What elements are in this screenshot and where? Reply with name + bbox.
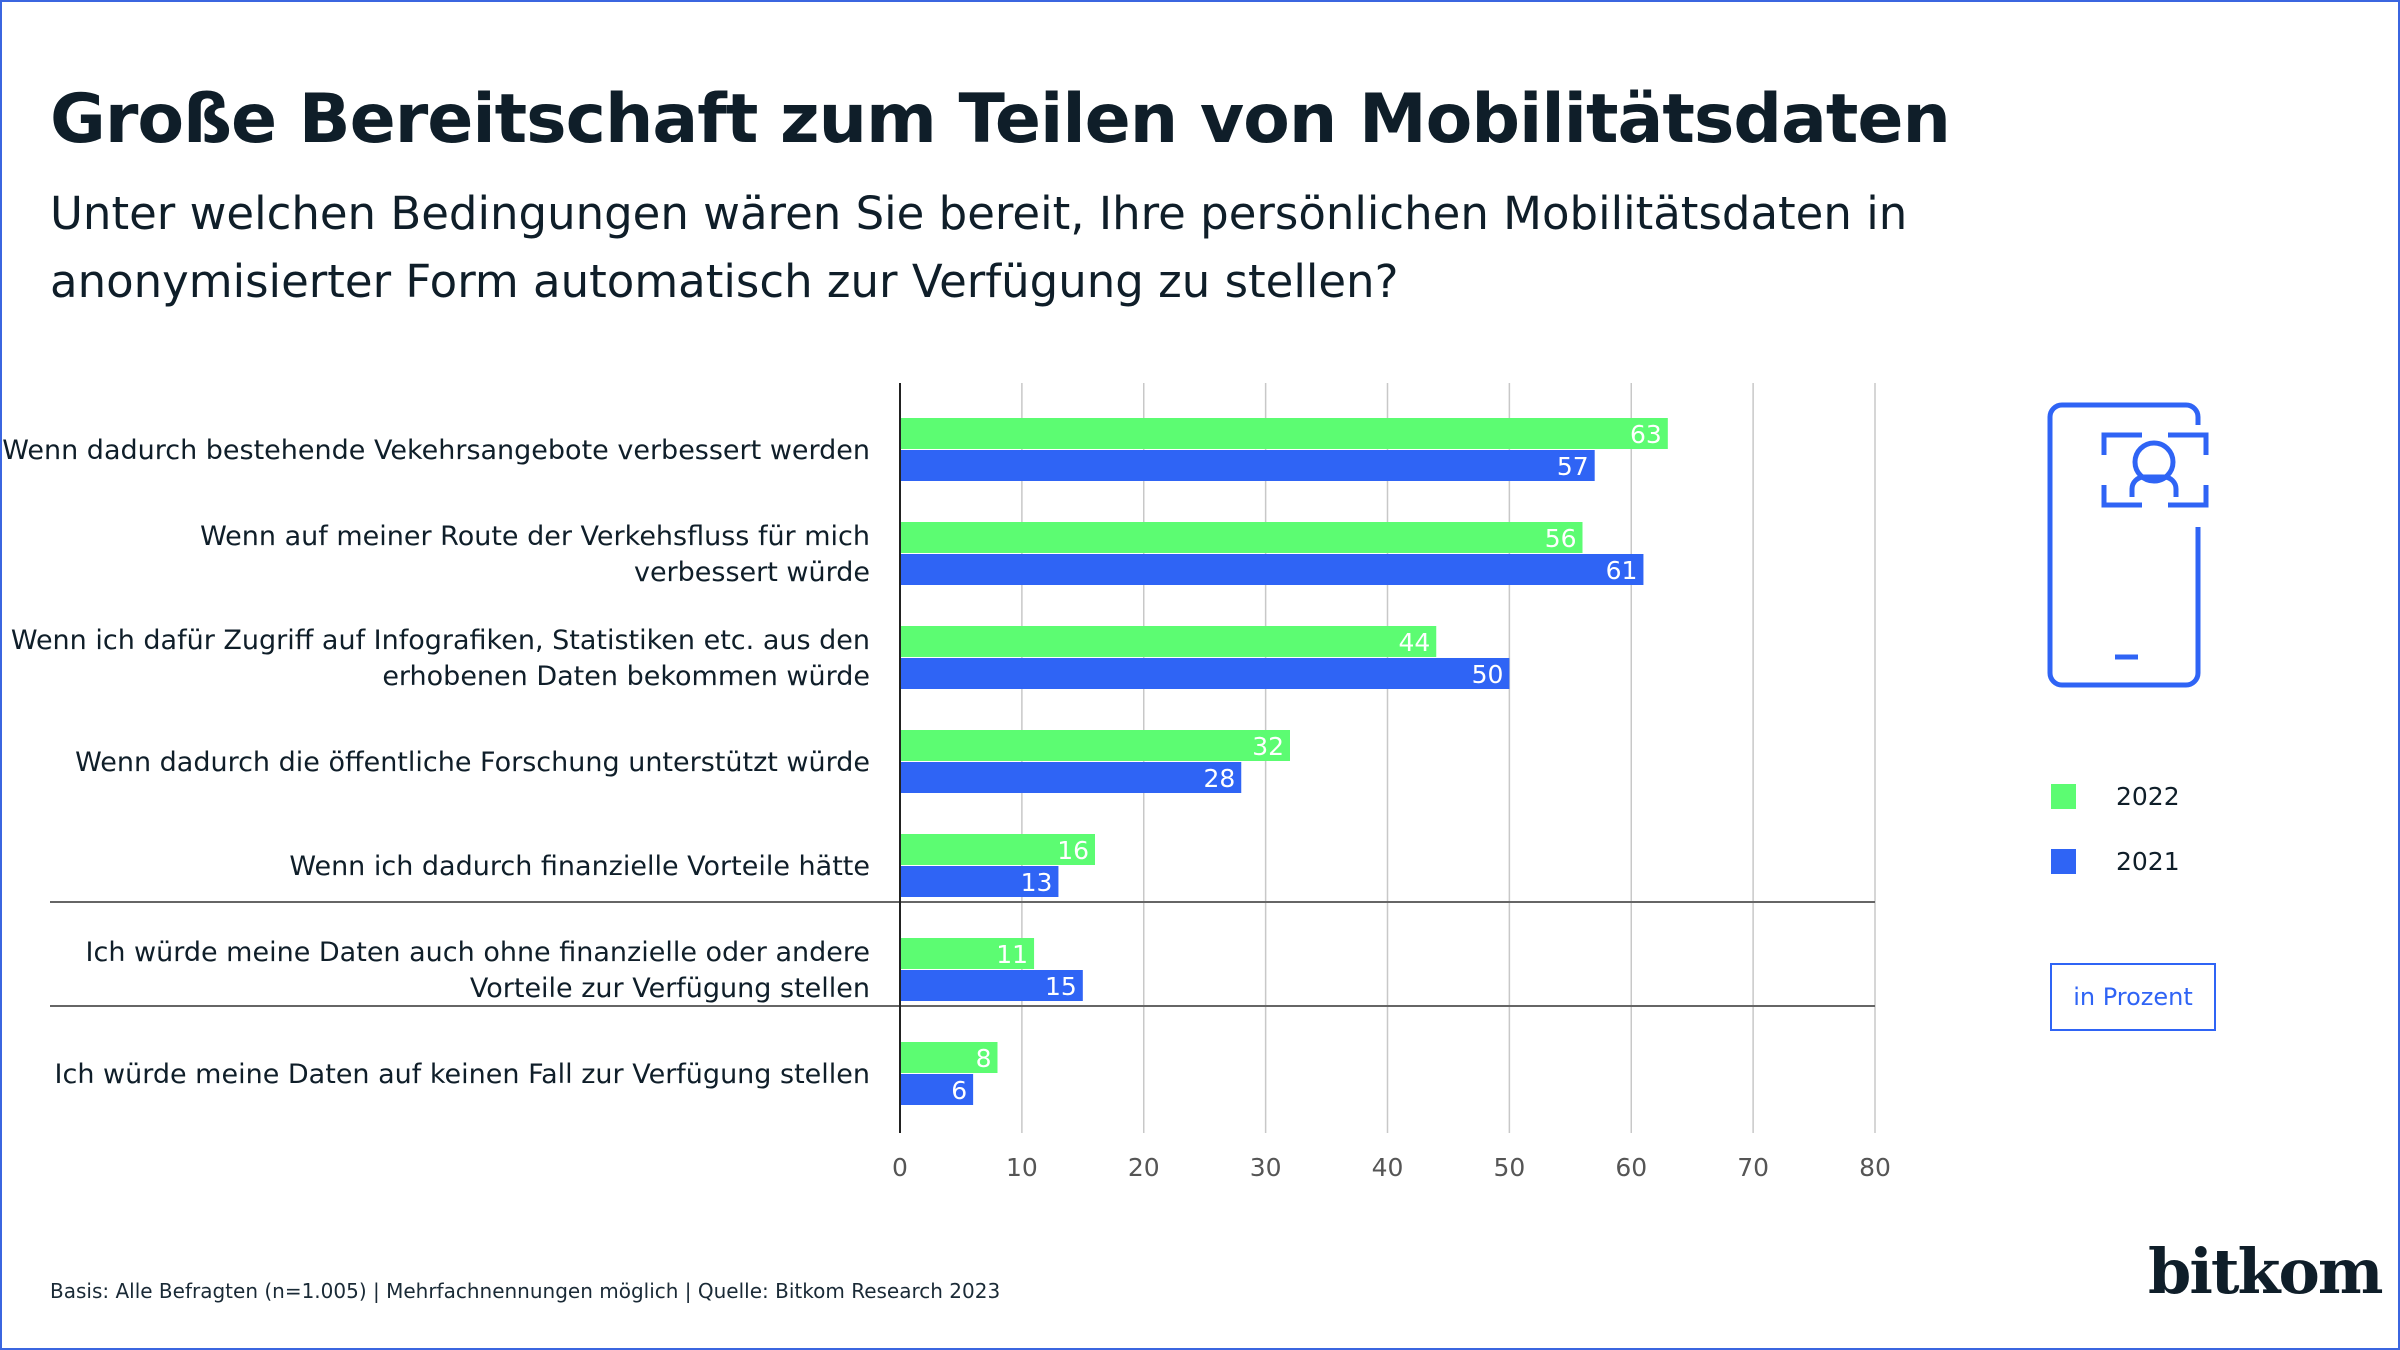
- page-title: Große Bereitschaft zum Teilen von Mobili…: [50, 80, 1951, 159]
- data-label-2022: 63: [1630, 420, 1662, 449]
- data-label-2021: 61: [1606, 556, 1638, 585]
- data-label-2022: 16: [1057, 836, 1089, 865]
- x-tick-label: 30: [1250, 1153, 1282, 1182]
- bar-2022: [900, 938, 1035, 969]
- legend-swatch-2021: [2051, 849, 2076, 874]
- legend-item-2022: 2022: [2051, 782, 2180, 811]
- data-label-2021: 28: [1203, 764, 1235, 793]
- category-label: Vorteile zur Verfügung stellen: [470, 973, 870, 1004]
- bar-2022: [900, 1042, 998, 1073]
- data-label-2022: 32: [1252, 732, 1284, 761]
- data-label-2021: 57: [1557, 452, 1589, 481]
- category-label: Ich würde meine Daten auch ohne finanzie…: [86, 937, 870, 968]
- data-label-2022: 56: [1545, 524, 1577, 553]
- legend-item-2021: 2021: [2051, 847, 2180, 876]
- bar-2021: [900, 1074, 974, 1105]
- data-label-2022: 11: [996, 940, 1028, 969]
- page-subtitle: Unter welchen Bedingungen wären Sie bere…: [50, 187, 1908, 308]
- data-label-2022: 8: [976, 1044, 992, 1073]
- data-label-2022: 44: [1398, 628, 1430, 657]
- x-tick-label: 70: [1737, 1153, 1769, 1182]
- legend-swatch-2022: [2051, 784, 2076, 809]
- bar-2022: [900, 730, 1290, 761]
- bar-2022: [900, 418, 1668, 449]
- category-label: Ich würde meine Daten auf keinen Fall zu…: [55, 1059, 870, 1090]
- bar-2021: [900, 450, 1595, 481]
- category-label: Wenn auf meiner Route der Verkehsfluss f…: [200, 521, 870, 552]
- data-label-2021: 15: [1045, 972, 1077, 1001]
- x-tick-label: 40: [1372, 1153, 1404, 1182]
- footnote: Basis: Alle Befragten (n=1.005) | Mehrfa…: [50, 1279, 1001, 1303]
- bar-2022: [900, 626, 1437, 657]
- category-label: erhobenen Daten bekommen würde: [382, 661, 870, 692]
- x-tick-label: 60: [1615, 1153, 1647, 1182]
- unit-label: in Prozent: [2050, 963, 2216, 1031]
- data-label-2021: 13: [1021, 868, 1053, 897]
- bar-2022: [900, 522, 1583, 553]
- legend-label: 2021: [2116, 847, 2180, 876]
- phone-face-scan-icon: [2047, 402, 2209, 688]
- bitkom-logo: bitkom: [2148, 1235, 2383, 1308]
- bar-2022: [900, 834, 1095, 865]
- category-label: Wenn ich dafür Zugriff auf Infografiken,…: [11, 625, 870, 656]
- x-tick-label: 80: [1859, 1153, 1891, 1182]
- x-tick-label: 50: [1493, 1153, 1525, 1182]
- x-tick-label: 20: [1128, 1153, 1160, 1182]
- x-tick-label: 0: [892, 1153, 908, 1182]
- bar-2021: [900, 554, 1644, 585]
- bar-2021: [900, 658, 1510, 689]
- bar-2021: [900, 866, 1059, 897]
- bar-2021: [900, 762, 1242, 793]
- category-label: verbessert würde: [634, 557, 870, 588]
- category-label: Wenn ich dadurch finanzielle Vorteile hä…: [289, 851, 870, 882]
- x-tick-label: 10: [1006, 1153, 1038, 1182]
- data-label-2021: 50: [1472, 660, 1504, 689]
- bar-2021: [900, 970, 1083, 1001]
- category-label: Wenn dadurch bestehende Vekehrsangebote …: [2, 435, 870, 466]
- legend-label: 2022: [2116, 782, 2180, 811]
- category-label: Wenn dadurch die öffentliche Forschung u…: [75, 747, 870, 778]
- data-label-2021: 6: [951, 1076, 967, 1105]
